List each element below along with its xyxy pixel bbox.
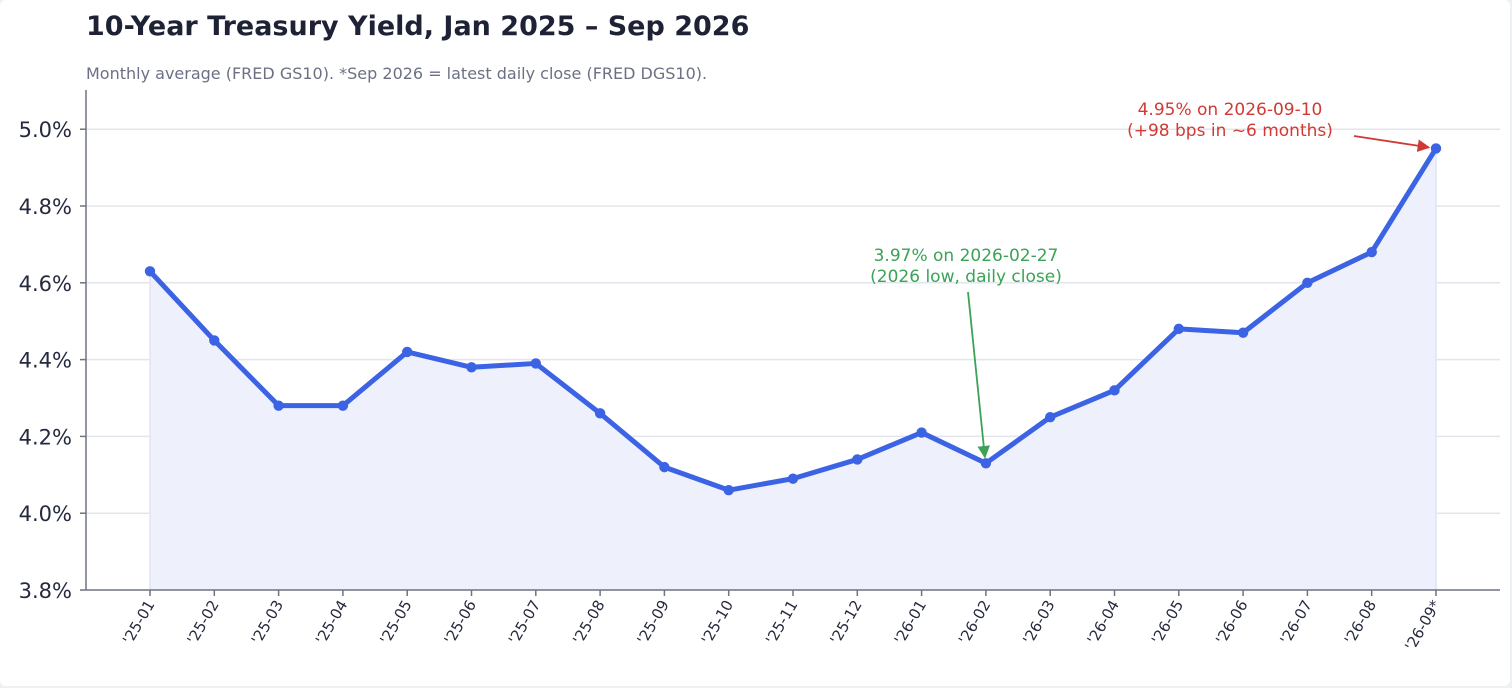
x-tick-label: '25-12: [826, 597, 865, 647]
y-tick-label: 4.8%: [19, 195, 72, 219]
data-point: [659, 461, 670, 473]
annotations: 4.95% on 2026-09-10(+98 bps in ~6 months…: [870, 100, 1431, 459]
data-point: [337, 400, 349, 411]
y-tick-label: 4.2%: [19, 425, 72, 449]
x-tick-label: '25-09: [633, 597, 672, 647]
x-tick-label: '26-09*: [1401, 597, 1444, 654]
annotation-high-text: (+98 bps in ~6 months): [1127, 121, 1333, 141]
data-point: [466, 362, 477, 373]
x-tick-label: '25-11: [762, 597, 801, 647]
x-tick-label: '26-06: [1212, 597, 1251, 647]
data-point: [1366, 246, 1377, 258]
y-tick-labels: 3.8% 4.0% 4.2% 4.4% 4.6% 4.8% 5.0%: [19, 118, 86, 603]
y-tick-label: 4.0%: [19, 502, 72, 526]
data-point: [273, 400, 284, 411]
x-tick-label: '25-10: [698, 597, 737, 647]
data-point: [1173, 323, 1185, 335]
x-tick-labels: '25-01 '25-02 '25-03 '25-04 '25-05 '25-06 '25-…: [119, 590, 1445, 654]
x-tick-label: '25-03: [248, 597, 287, 647]
x-tick-label: '25-08: [569, 597, 608, 647]
x-tick-label: '26-01: [891, 597, 930, 647]
chart-title: 10-Year Treasury Yield, Jan 2025 – Sep 2…: [86, 11, 749, 42]
area-fill: [149, 148, 1437, 590]
annotation-low-arrow: [967, 291, 991, 459]
y-tick-label: 4.6%: [19, 272, 72, 296]
data-points: [144, 143, 1442, 496]
x-tick-label: '26-08: [1341, 597, 1380, 647]
annotation-high-text: 4.95% on 2026-09-10: [1138, 100, 1323, 120]
x-tick-label: '26-03: [1019, 597, 1058, 647]
x-tick-label: '26-02: [955, 597, 994, 647]
data-point: [980, 458, 992, 469]
data-point: [852, 454, 863, 465]
x-tick-label: '26-04: [1084, 597, 1123, 647]
annotation-high-arrow: [1353, 135, 1431, 152]
x-tick-label: '25-07: [505, 597, 544, 647]
data-point: [1302, 277, 1313, 288]
data-point: [530, 358, 541, 369]
data-point: [916, 427, 927, 438]
area-path: [150, 148, 1436, 590]
annotation-low-text: 3.97% on 2026-02-27: [874, 246, 1059, 266]
x-tick-label: '25-05: [376, 597, 415, 647]
data-point: [1430, 143, 1442, 154]
x-tick-label: '25-04: [312, 597, 351, 647]
y-tick-label: 4.4%: [19, 349, 72, 373]
chart-subtitle: Monthly average (FRED GS10). *Sep 2026 =…: [86, 64, 707, 83]
data-point: [144, 266, 156, 277]
data-point: [1237, 327, 1249, 338]
y-tick-label: 3.8%: [19, 579, 72, 603]
x-tick-label: '26-07: [1276, 597, 1315, 647]
y-tick-label: 5.0%: [19, 118, 72, 142]
data-point: [594, 408, 606, 419]
x-tick-label: '25-01: [119, 597, 158, 647]
annotation-low-text: (2026 low, daily close): [870, 267, 1062, 287]
data-point: [402, 346, 413, 358]
data-point: [209, 335, 220, 346]
data-point: [1045, 412, 1056, 423]
data-point: [723, 484, 734, 496]
data-point: [1109, 385, 1120, 396]
x-tick-label: '25-06: [441, 597, 480, 647]
data-point: [787, 473, 799, 484]
x-tick-label: '25-02: [183, 597, 222, 647]
x-tick-label: '26-05: [1148, 597, 1187, 647]
